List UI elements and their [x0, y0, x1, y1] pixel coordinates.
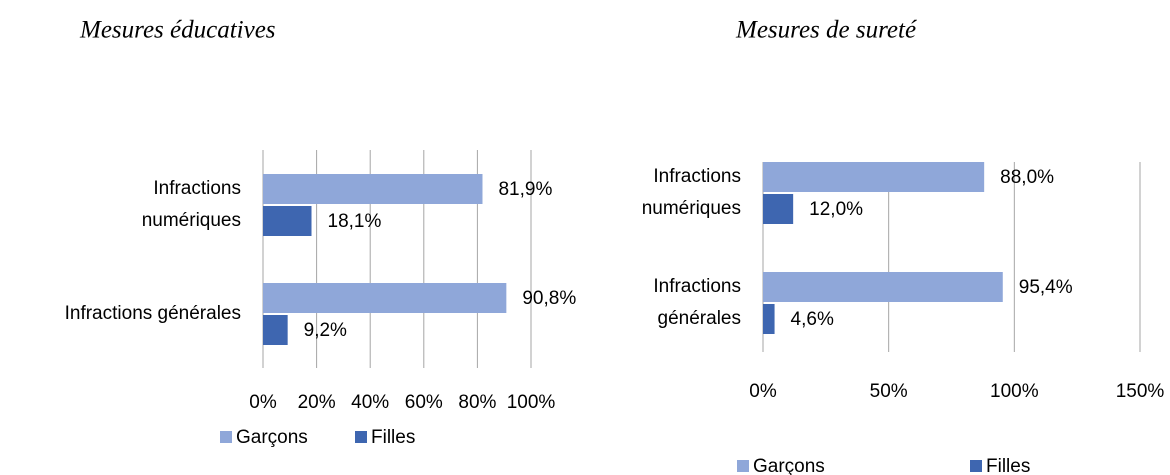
chart-title: Mesures de sureté — [735, 17, 917, 44]
x-tick-label: 40% — [351, 392, 389, 413]
data-label: 95,4% — [1019, 277, 1073, 298]
x-tick-label: 0% — [249, 392, 277, 413]
bar — [263, 174, 483, 204]
data-label: 9,2% — [304, 320, 347, 341]
bar — [763, 304, 775, 334]
legend-label: Garçons — [753, 456, 825, 475]
y-tick-label: Infractions numériques — [636, 166, 741, 219]
x-tick-label: 20% — [298, 392, 336, 413]
bar — [263, 283, 507, 313]
bar — [763, 162, 985, 192]
data-label: 12,0% — [809, 199, 863, 220]
legend-swatch — [737, 460, 749, 472]
x-tick-label: 150% — [1116, 381, 1165, 402]
legend-swatch — [355, 431, 367, 443]
x-tick-label: 0% — [749, 381, 777, 402]
data-label: 4,6% — [791, 309, 834, 330]
x-tick-label: 80% — [458, 392, 496, 413]
x-tick-label: 50% — [870, 381, 908, 402]
y-tick-label: Infractions générales — [65, 303, 241, 324]
y-tick-label: Infractions générales — [652, 276, 741, 329]
legend-swatch — [970, 460, 982, 472]
x-tick-label: 60% — [405, 392, 443, 413]
data-label: 88,0% — [1000, 167, 1054, 188]
legend-label: Garçons — [236, 427, 308, 448]
legend-swatch — [220, 431, 232, 443]
bar — [263, 206, 312, 236]
y-tick-label: Infractions numériques — [136, 178, 241, 231]
bar — [763, 272, 1003, 302]
legend-label: Filles — [371, 427, 415, 448]
data-label: 81,9% — [498, 179, 552, 200]
data-label: 90,8% — [522, 288, 576, 309]
x-tick-label: 100% — [990, 381, 1039, 402]
data-label: 18,1% — [328, 211, 382, 232]
x-tick-label: 100% — [507, 392, 556, 413]
bar — [763, 194, 794, 224]
chart-title: Mesures éducatives — [79, 17, 276, 44]
bar — [263, 315, 288, 345]
legend-label: Filles — [986, 456, 1030, 475]
